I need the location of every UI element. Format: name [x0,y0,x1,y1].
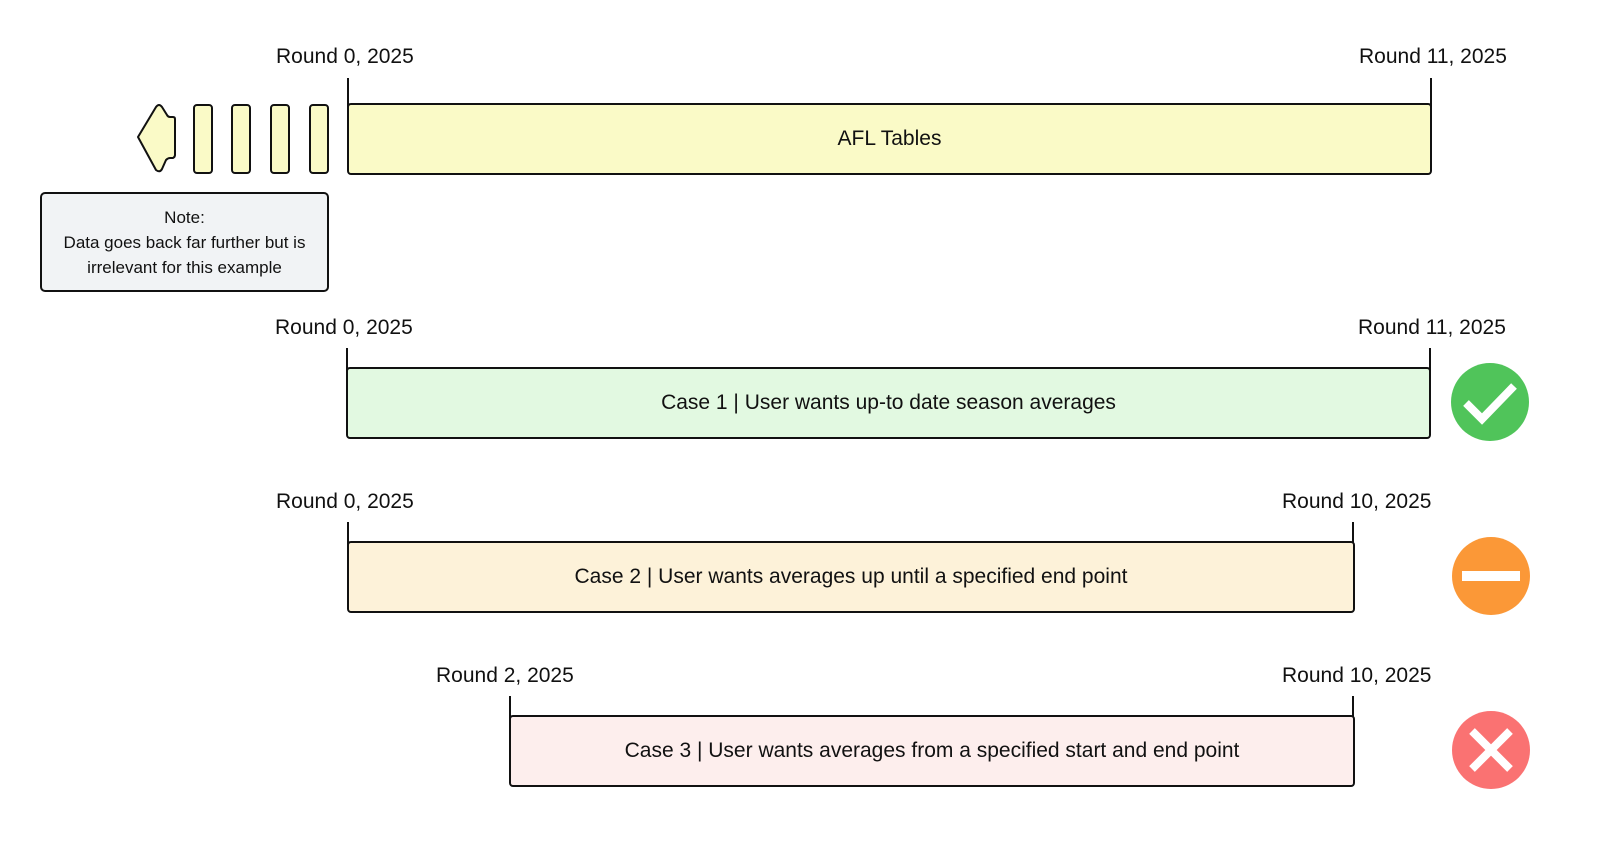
case1-end-tick [1429,348,1431,372]
history-block [309,104,329,174]
case2-end-label: Round 10, 2025 [1282,490,1432,513]
case3-bar: Case 3 | User wants averages from a spec… [509,715,1355,787]
case3-start-label: Round 2, 2025 [436,664,574,687]
case3-end-tick [1352,696,1354,720]
case2-start-label: Round 0, 2025 [276,490,414,513]
case1-end-label: Round 11, 2025 [1358,316,1506,339]
case2-end-tick [1352,522,1354,546]
back-arrow-icon [137,104,176,173]
cross-icon [1452,711,1530,789]
case1-start-label: Round 0, 2025 [275,316,413,339]
case3-start-tick [509,696,511,720]
check-icon [1451,363,1529,441]
history-block [193,104,213,174]
top-start-label: Round 0, 2025 [276,45,414,68]
top-end-tick [1430,78,1432,108]
minus-icon [1452,537,1530,615]
note-box: Note: Data goes back far further but is … [40,192,329,292]
note-line: Data goes back far further but is [63,232,306,252]
top-end-label: Round 11, 2025 [1359,45,1507,68]
case3-end-label: Round 10, 2025 [1282,664,1432,687]
top-start-tick [347,78,349,108]
history-block [270,104,290,174]
case1-start-tick [346,348,348,372]
case2-bar: Case 2 | User wants averages up until a … [347,541,1355,613]
case2-start-tick [347,522,349,546]
afl-tables-bar: AFL Tables [347,103,1432,175]
case1-bar: Case 1 | User wants up-to date season av… [346,367,1431,439]
history-block [231,104,251,174]
note-title: Note: [164,207,205,227]
note-line: irrelevant for this example [87,257,282,277]
